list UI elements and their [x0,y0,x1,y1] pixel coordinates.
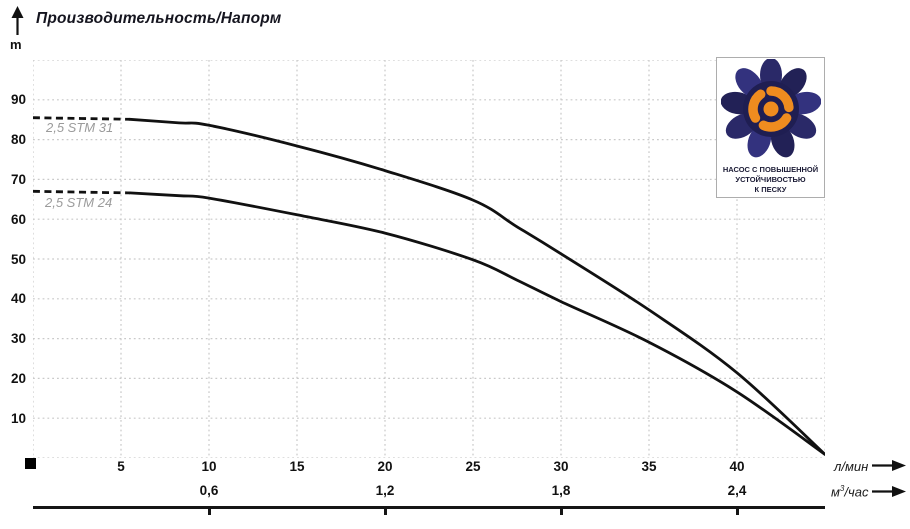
y-tick-label-40: 40 [10,291,26,307]
y-tick-label-30: 30 [10,331,26,347]
secondary-x-axis-arrow-icon [872,486,906,497]
x-tick-label-40: 40 [729,459,745,474]
badge-text-line-3: К ПЕСКУ [754,184,787,194]
impeller-blades [747,86,794,132]
chart-title: Производительность/Напорм [36,10,282,27]
primary-x-unit-label: л/мин [834,459,869,474]
y-tick-label-60: 60 [10,211,26,227]
x-tick-label-25: 25 [465,459,481,474]
y-tick-label-20: 20 [10,370,26,386]
y-tick-label-80: 80 [10,132,26,148]
primary-x-axis-arrow-icon [872,460,906,471]
curve-label-stm24: 2,5 STM 24 [45,195,113,210]
x2-tick-label-1,8: 1,8 [551,483,571,498]
curve-0 [128,117,825,456]
secondary-x-unit-label: м3/час [831,484,869,500]
x2-tick-mark [736,509,739,515]
badge-text-line-2: УСТОЙЧИВОСТЬЮ [735,174,806,184]
x2-tick-mark [560,509,563,515]
curve-1 [128,191,825,456]
curve-label-stm31: 2,5 STM 31 [46,120,114,135]
y-tick-label-90: 90 [10,92,26,108]
x-tick-label-5: 5 [117,459,125,474]
x-tick-label-15: 15 [289,459,305,474]
x2-tick-mark [384,509,387,515]
x-tick-label-10: 10 [201,459,217,474]
impeller-logo-icon [720,58,821,158]
curve-dashed-segment-0 [33,116,130,121]
impeller-center [763,101,778,117]
y-tick-label-50: 50 [10,251,26,267]
y-tick-label-70: 70 [10,171,26,187]
secondary-axis-line [33,506,825,509]
y-axis-up-arrow-icon [11,6,24,35]
sand-resistance-badge: НАСОС С ПОВЫШЕННОЙ УСТОЙЧИВОСТЬЮ К ПЕСКУ [716,57,825,198]
origin-marker [25,458,36,469]
y-tick-label-10: 10 [10,410,26,426]
x-tick-label-30: 30 [553,459,569,474]
x2-tick-mark [208,509,211,515]
plot-area [33,60,825,458]
superscript-3: 3 [839,484,845,493]
x-tick-label-20: 20 [377,459,393,474]
x2-tick-label-1,2: 1,2 [375,483,395,498]
y-axis-unit-label: m [10,37,22,52]
x2-tick-label-0,6: 0,6 [199,483,219,498]
badge-text-line-1: НАСОС С ПОВЫШЕННОЙ [722,165,819,174]
curve-dashed-segment-1 [33,189,130,195]
x-tick-label-35: 35 [641,459,657,474]
x2-tick-label-2,4: 2,4 [727,483,747,498]
